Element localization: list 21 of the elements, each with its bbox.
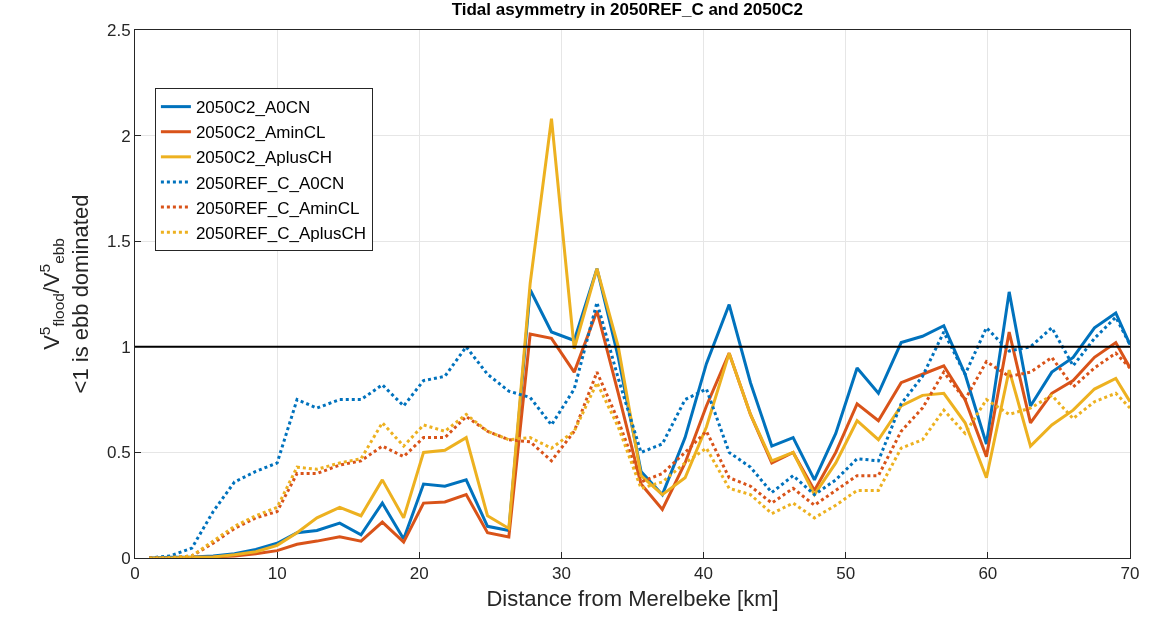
y-tick-label: 2 — [121, 126, 131, 146]
legend-label: 2050C2_AplusCH — [195, 148, 332, 168]
chart-title: Tidal asymmetry in 2050REF_C and 2050C2 — [451, 0, 803, 20]
legend-label: 2050REF_C_AplusCH — [195, 223, 366, 243]
x-tick-label: 30 — [551, 564, 571, 584]
legend-label: 2050C2_AminCL — [195, 123, 326, 143]
x-tick-label: 40 — [694, 564, 714, 584]
y-tick-label: 0 — [121, 548, 131, 568]
y-tick-label: 2.5 — [106, 20, 131, 40]
y-tick-label: 1 — [121, 337, 131, 357]
x-axis-title: Distance from Merelbeke [km] — [486, 586, 779, 612]
x-tick-label: 20 — [409, 564, 429, 584]
x-tick-label: 10 — [267, 564, 287, 584]
y-tick-label: 0.5 — [106, 443, 131, 463]
x-tick-label: 50 — [836, 564, 856, 584]
x-tick-label: 70 — [1120, 564, 1140, 584]
legend-label: 2050C2_A0CN — [195, 98, 311, 118]
x-tick-label: 60 — [978, 564, 998, 584]
y-tick-label: 1.5 — [106, 232, 131, 252]
legend-label: 2050REF_C_A0CN — [195, 173, 345, 193]
legend-label: 2050REF_C_AminCL — [195, 198, 360, 218]
